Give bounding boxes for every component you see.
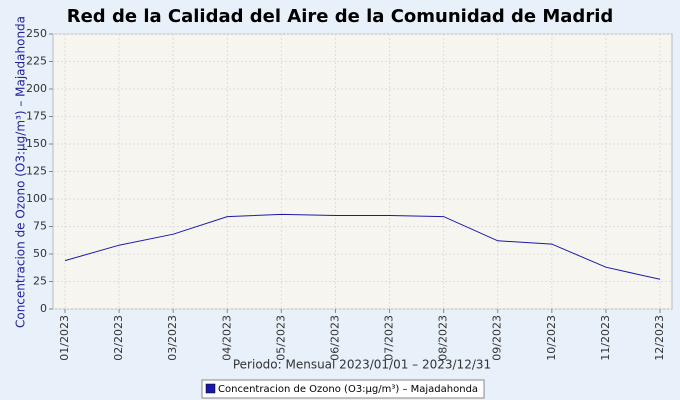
y-tick-label: 25	[33, 275, 47, 288]
y-tick-label: 175	[26, 110, 47, 123]
x-tick-label: 01/2023	[58, 315, 71, 361]
y-tick-label: 50	[33, 247, 47, 260]
y-tick-label: 150	[26, 137, 47, 150]
x-tick-label: 02/2023	[112, 315, 125, 361]
y-tick-label: 225	[26, 55, 47, 68]
data-line	[64, 213, 661, 280]
chart-title: Red de la Calidad del Aire de la Comunid…	[67, 6, 614, 27]
x-tick-label: 11/2023	[599, 315, 612, 361]
x-tick-label: 10/2023	[545, 315, 558, 361]
legend-box	[201, 379, 485, 399]
legend: Concentracion de Ozono (O3:µg/m³) – Maja…	[201, 379, 485, 399]
y-tick-label: 125	[26, 165, 47, 178]
y-tick-label: 250	[26, 27, 47, 40]
x-tick-label: 06/2023	[328, 315, 341, 361]
y-tick-label: 100	[26, 192, 47, 205]
legend-swatch	[205, 383, 216, 394]
x-tick-label: 08/2023	[437, 315, 450, 361]
x-axis-label: Periodo: Mensual 2023/01/01 – 2023/12/31	[233, 358, 491, 372]
y-axis-label: Concentracion de Ozono (O3:µg/m³) – Maja…	[14, 16, 28, 328]
x-tick-label: 12/2023	[653, 315, 666, 361]
x-tick-label: 09/2023	[491, 315, 504, 361]
legend-label: Concentracion de Ozono (O3:µg/m³) – Maja…	[218, 384, 478, 395]
x-tick-label: 03/2023	[166, 315, 179, 361]
x-tick-label: 04/2023	[220, 315, 233, 361]
y-tick-label: 0	[40, 302, 47, 315]
y-tick-label: 200	[26, 82, 47, 95]
y-tick-label: 75	[33, 220, 47, 233]
x-tick-label: 05/2023	[274, 315, 287, 361]
x-tick-label: 07/2023	[383, 315, 396, 361]
